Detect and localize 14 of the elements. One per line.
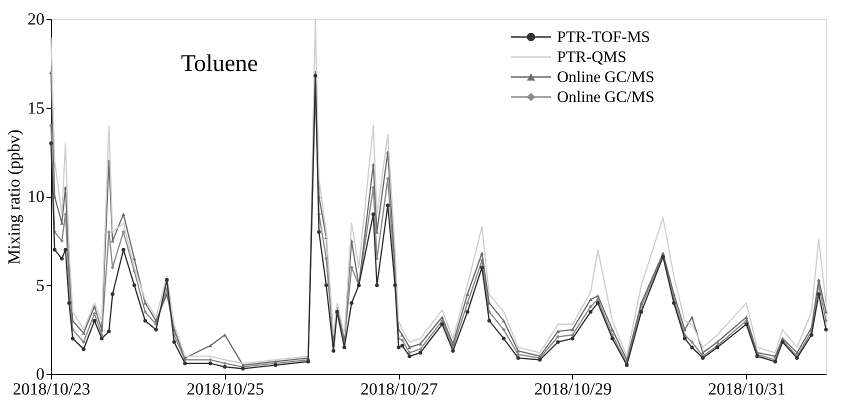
y-axis-title: Mixing ratio (ppbv) — [4, 129, 24, 265]
x-tick-label: 2018/10/29 — [534, 380, 612, 398]
x-tick-label: 2018/10/25 — [186, 380, 264, 398]
y-tick-label: 5 — [36, 276, 44, 295]
y-tick-label: 15 — [28, 98, 44, 118]
y-tick-label: 20 — [28, 10, 44, 28]
legend-label: Online GC/MS — [557, 69, 654, 86]
y-tick-label: 10 — [28, 187, 44, 206]
x-tick-label: 2018/10/27 — [360, 380, 438, 398]
annotation: Toluene — [181, 51, 258, 77]
legend-label: PTR-QMS — [557, 49, 626, 66]
legend-label: Online GC/MS — [557, 89, 654, 106]
x-tick-label: 2018/10/31 — [708, 380, 786, 398]
legend-label: PTR-TOF-MS — [557, 29, 650, 46]
